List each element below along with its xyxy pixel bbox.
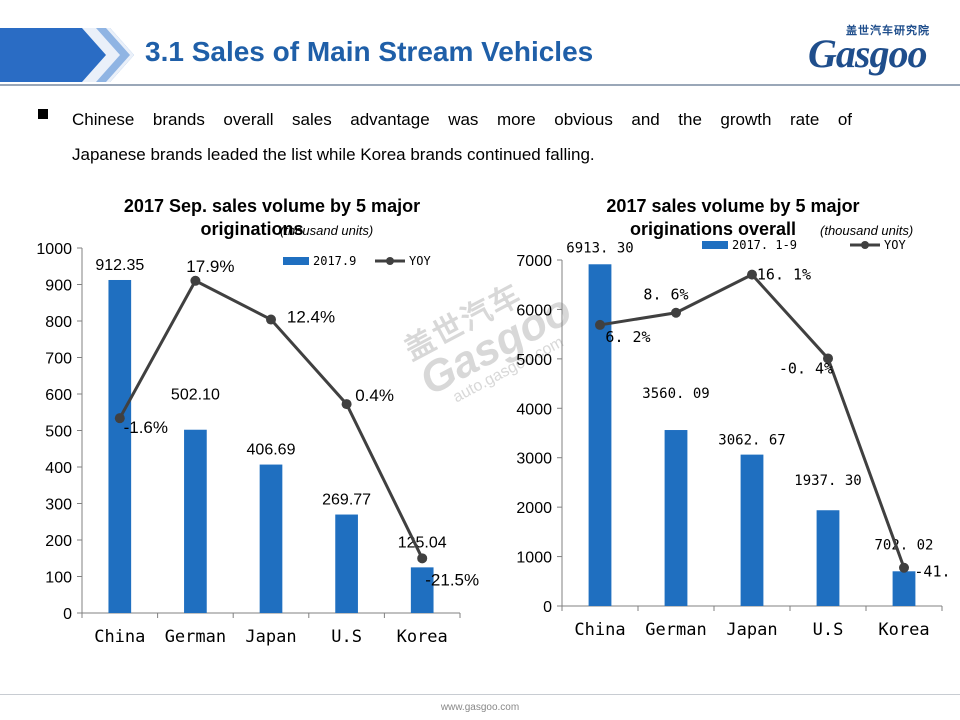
chart1-title-line1: 2017 Sep. sales volume by 5 major bbox=[124, 196, 420, 216]
chart2-legend-bar-label: 2017. 1-9 bbox=[732, 238, 797, 252]
chart1-y-tick-label: 0 bbox=[63, 606, 72, 623]
chart2-y-tick-label: 5000 bbox=[516, 352, 552, 369]
chart1-legend-line-marker bbox=[386, 257, 394, 265]
chart1-yoy-point bbox=[190, 275, 201, 286]
chart2-bar bbox=[816, 510, 840, 606]
chart1-y-tick-label: 500 bbox=[45, 424, 72, 441]
chart2-bar bbox=[892, 571, 916, 606]
footer-divider bbox=[0, 694, 960, 695]
chart2-yoy-label: -0. 4% bbox=[779, 359, 833, 377]
chart1-y-tick-label: 100 bbox=[45, 570, 72, 587]
chart1-x-tick-label: German bbox=[165, 627, 226, 647]
chart1-y-tick-label: 1000 bbox=[36, 241, 72, 258]
chart2-yoy-point bbox=[747, 269, 757, 280]
chart2-yoy-label: -41. 6% bbox=[914, 563, 960, 581]
chart1-yoy-point bbox=[266, 314, 276, 325]
chart2-bar-label: 3062. 67 bbox=[718, 433, 785, 449]
chart1-yoy-label: -1.6% bbox=[124, 418, 168, 437]
chart2-yoy-point bbox=[823, 353, 833, 364]
chart2-y-tick-label: 6000 bbox=[516, 302, 552, 319]
chart1-y-tick-label: 400 bbox=[45, 460, 72, 477]
chart2-title-unit: (thousand units) bbox=[820, 223, 913, 238]
header-divider bbox=[0, 84, 960, 86]
chart2-y-tick-label: 1000 bbox=[516, 550, 552, 567]
gasgoo-logo: Gasgoo bbox=[808, 31, 927, 76]
bullet-square-icon bbox=[38, 109, 48, 119]
chart2-x-tick-label: Japan bbox=[726, 620, 777, 640]
chart1-yoy-point bbox=[341, 399, 352, 410]
chart1-x-tick-label: U.S bbox=[331, 627, 362, 647]
chart1-bar-label: 269.77 bbox=[322, 492, 371, 509]
chart2-legend-line-label: YOY bbox=[884, 238, 906, 252]
chart1-legend-line-label: YOY bbox=[409, 254, 431, 268]
chart1-bar bbox=[259, 464, 283, 613]
chart1-bar-label: 502.10 bbox=[171, 387, 220, 404]
chart1-bar-label: 912.35 bbox=[95, 257, 144, 274]
chart2-legend-line-marker bbox=[861, 241, 869, 249]
chart1-y-tick-label: 800 bbox=[45, 314, 72, 331]
chart1-bar bbox=[108, 279, 132, 613]
chart2-y-tick-label: 3000 bbox=[516, 451, 552, 468]
chart2-x-tick-label: Korea bbox=[878, 620, 929, 640]
chart2-bar bbox=[740, 454, 764, 606]
chart1-y-tick-label: 900 bbox=[45, 278, 72, 295]
chart2-yoy-label: 6. 2% bbox=[605, 328, 650, 346]
chart1-bar bbox=[410, 567, 434, 613]
chart2-x-tick-label: U.S bbox=[813, 620, 844, 640]
chart1-legend-bar-swatch bbox=[283, 257, 309, 265]
chart2-y-tick-label: 4000 bbox=[516, 401, 552, 418]
chart2-yoy-label: 16. 1% bbox=[757, 266, 811, 284]
chart2-bar-label: 6913. 30 bbox=[566, 240, 633, 256]
chart1-title-line2: originations bbox=[201, 219, 304, 239]
chart2-title-line2: originations overall bbox=[630, 219, 796, 239]
chart1-legend-bar-label: 2017.9 bbox=[313, 254, 356, 268]
chart2-yoy-point bbox=[671, 307, 681, 318]
chart2-bar-label: 1937. 30 bbox=[794, 473, 861, 489]
chart2-bar-label: 702. 02 bbox=[874, 537, 933, 553]
bullet-text-line1: Chinese brands overall sales advantage w… bbox=[72, 110, 852, 129]
chart2-y-tick-label: 7000 bbox=[516, 253, 552, 270]
chart2-y-tick-label: 2000 bbox=[516, 500, 552, 517]
chart2-bar-label: 3560. 09 bbox=[642, 386, 709, 402]
chart1-title-unit: (thousand units) bbox=[280, 223, 373, 238]
chart2-yoy-label: 8. 6% bbox=[643, 286, 688, 304]
chart1-x-tick-label: Korea bbox=[397, 627, 448, 647]
chart1-bar-label: 125.04 bbox=[398, 534, 447, 551]
chart2-yoy-point bbox=[899, 562, 909, 573]
bullet-text-line2: Japanese brands leaded the list while Ko… bbox=[72, 145, 595, 164]
chart2-bar bbox=[664, 430, 688, 606]
chart1-bar bbox=[335, 514, 358, 613]
chart2-y-tick-label: 0 bbox=[543, 599, 552, 616]
chart1-yoy-label: -21.5% bbox=[425, 570, 479, 589]
chart1-y-tick-label: 200 bbox=[45, 533, 72, 550]
chart1-bar bbox=[184, 429, 207, 613]
chart1-y-tick-label: 300 bbox=[45, 497, 72, 514]
chart1-x-tick-label: China bbox=[94, 627, 145, 647]
footer-url: www.gasgoo.com bbox=[440, 702, 520, 713]
page-title: 3.1 Sales of Main Stream Vehicles bbox=[145, 36, 594, 67]
chart1-yoy-point bbox=[114, 413, 125, 424]
chart1-yoy-label: 17.9% bbox=[186, 257, 234, 276]
logo-chinese-text: 盖世汽车研究院 bbox=[846, 24, 930, 37]
chart1-yoy-label: 0.4% bbox=[355, 386, 394, 405]
chart1-bar-label: 406.69 bbox=[247, 442, 296, 459]
chart1-x-tick-label: Japan bbox=[245, 627, 296, 647]
chart2-x-tick-label: German bbox=[645, 620, 706, 640]
chart2-legend-bar-swatch bbox=[702, 241, 728, 249]
chart2-yoy-point bbox=[595, 319, 605, 330]
chart2-title-line1: 2017 sales volume by 5 major bbox=[606, 196, 859, 216]
chart1-yoy-label: 12.4% bbox=[287, 308, 335, 327]
chart2-bar bbox=[588, 264, 612, 606]
chart1-yoy-point bbox=[417, 553, 428, 564]
chart1-y-tick-label: 600 bbox=[45, 387, 72, 404]
chart2-x-tick-label: China bbox=[574, 620, 625, 640]
chart1-y-tick-label: 700 bbox=[45, 351, 72, 368]
header-band bbox=[0, 28, 134, 82]
